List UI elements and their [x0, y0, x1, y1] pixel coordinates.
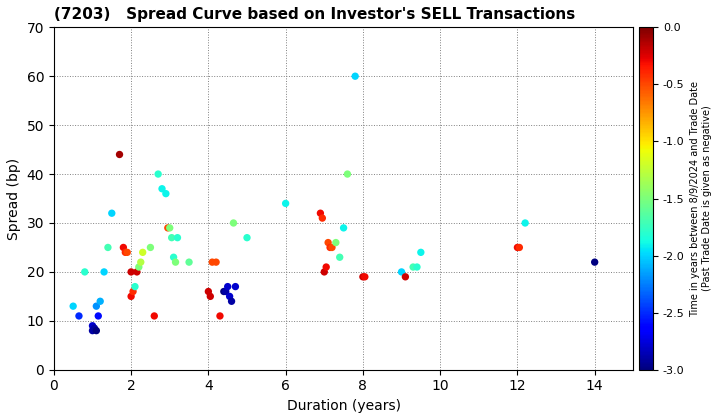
Point	[129, 283, 140, 290]
Point	[106, 210, 117, 217]
Point	[411, 264, 423, 270]
Point	[280, 200, 292, 207]
Point	[125, 268, 137, 275]
Point	[349, 73, 361, 79]
Point	[519, 220, 531, 226]
Point	[89, 325, 100, 331]
Point	[160, 190, 171, 197]
Point	[396, 268, 408, 275]
X-axis label: Duration (years): Duration (years)	[287, 399, 400, 413]
Point	[315, 210, 326, 217]
Point	[241, 234, 253, 241]
Y-axis label: Time in years between 8/9/2024 and Trade Date
(Past Trade Date is given as negat: Time in years between 8/9/2024 and Trade…	[690, 81, 712, 317]
Point	[330, 239, 341, 246]
Point	[125, 293, 137, 300]
Point	[210, 259, 222, 265]
Point	[162, 225, 174, 231]
Point	[91, 303, 102, 310]
Point	[226, 298, 238, 304]
Point	[512, 244, 523, 251]
Point	[166, 234, 177, 241]
Point	[230, 283, 241, 290]
Point	[91, 327, 102, 334]
Point	[102, 244, 114, 251]
Point	[317, 215, 328, 221]
Point	[323, 239, 334, 246]
Point	[135, 259, 147, 265]
Point	[145, 244, 156, 251]
Point	[220, 288, 232, 295]
Point	[224, 293, 235, 300]
Point	[357, 273, 369, 280]
Point	[73, 312, 85, 319]
Point	[99, 268, 110, 275]
Point	[408, 264, 419, 270]
Point	[148, 312, 160, 319]
Point	[156, 185, 168, 192]
Point	[117, 244, 129, 251]
Point	[120, 249, 131, 256]
Point	[171, 234, 183, 241]
Point	[86, 323, 98, 329]
Point	[79, 268, 91, 275]
Point	[184, 259, 195, 265]
Point	[338, 225, 349, 231]
Point	[86, 327, 98, 334]
Point	[326, 244, 338, 251]
Point	[589, 259, 600, 265]
Point	[204, 293, 216, 300]
Point	[415, 249, 427, 256]
Point	[153, 171, 164, 177]
Point	[94, 298, 106, 304]
Y-axis label: Spread (bp): Spread (bp)	[7, 158, 21, 239]
Point	[164, 225, 176, 231]
Point	[168, 254, 179, 260]
Point	[359, 273, 371, 280]
Point	[92, 312, 104, 319]
Point	[133, 264, 145, 270]
Point	[131, 268, 143, 275]
Point	[342, 171, 354, 177]
Point	[170, 259, 181, 265]
Text: (7203)   Spread Curve based on Investor's SELL Transactions: (7203) Spread Curve based on Investor's …	[54, 7, 575, 22]
Point	[513, 244, 525, 251]
Point	[202, 288, 214, 295]
Point	[400, 273, 411, 280]
Point	[207, 259, 218, 265]
Point	[114, 151, 125, 158]
Point	[122, 249, 133, 256]
Point	[318, 268, 330, 275]
Point	[222, 283, 233, 290]
Point	[137, 249, 148, 256]
Point	[218, 288, 230, 295]
Point	[334, 254, 346, 260]
Point	[215, 312, 226, 319]
Point	[68, 303, 79, 310]
Point	[228, 220, 239, 226]
Point	[127, 288, 139, 295]
Point	[320, 264, 332, 270]
Point	[324, 244, 336, 251]
